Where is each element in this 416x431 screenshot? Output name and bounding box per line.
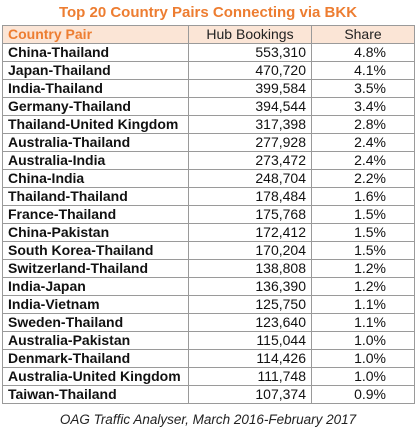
table-title: Top 20 Country Pairs Connecting via BKK [58, 4, 358, 21]
country-pair-cell: Australia-India [2, 151, 189, 170]
hub-bookings-cell: 277,928 [188, 133, 312, 152]
share-cell: 3.5% [311, 79, 415, 98]
share-cell: 1.0% [311, 367, 415, 386]
share-cell: 1.0% [311, 331, 415, 350]
hub-bookings-cell: 111,748 [188, 367, 312, 386]
hub-bookings-cell: 107,374 [188, 385, 312, 404]
hub-bookings-cell: 123,640 [188, 313, 312, 332]
country-pair-cell: India-Vietnam [2, 295, 189, 314]
table-row: China-India 248,704 2.2% [2, 169, 415, 188]
country-pair-cell: Australia-United Kingdom [2, 367, 189, 386]
share-cell: 1.0% [311, 349, 415, 368]
country-pair-cell: China-Thailand [2, 43, 189, 62]
hub-bookings-cell: 470,720 [188, 61, 312, 80]
table-row: Thailand-Thailand 178,484 1.6% [2, 187, 415, 206]
header-share: Share [311, 25, 415, 44]
country-pair-cell: China-India [2, 169, 189, 188]
table-row: China-Thailand 553,310 4.8% [2, 43, 415, 62]
hub-bookings-cell: 394,544 [188, 97, 312, 116]
hub-bookings-cell: 172,412 [188, 223, 312, 242]
country-pair-cell: France-Thailand [2, 205, 189, 224]
country-pair-cell: China-Pakistan [2, 223, 189, 242]
hub-bookings-cell: 178,484 [188, 187, 312, 206]
share-cell: 1.5% [311, 223, 415, 242]
country-pair-cell: Switzerland-Thailand [2, 259, 189, 278]
hub-bookings-cell: 125,750 [188, 295, 312, 314]
table-row: Sweden-Thailand 123,640 1.1% [2, 313, 415, 332]
country-pair-cell: India-Japan [2, 277, 189, 296]
hub-bookings-cell: 399,584 [188, 79, 312, 98]
table-row: India-Vietnam 125,750 1.1% [2, 295, 415, 314]
country-pair-cell: Japan-Thailand [2, 61, 189, 80]
share-cell: 2.4% [311, 133, 415, 152]
share-cell: 2.4% [311, 151, 415, 170]
share-cell: 3.4% [311, 97, 415, 116]
table-row: Denmark-Thailand 114,426 1.0% [2, 349, 415, 368]
table-row: France-Thailand 175,768 1.5% [2, 205, 415, 224]
country-pair-cell: Germany-Thailand [2, 97, 189, 116]
share-cell: 1.1% [311, 295, 415, 314]
table-row: Switzerland-Thailand 138,808 1.2% [2, 259, 415, 278]
table-row: India-Thailand 399,584 3.5% [2, 79, 415, 98]
share-cell: 1.5% [311, 205, 415, 224]
table-row: Australia-Pakistan 115,044 1.0% [2, 331, 415, 350]
country-pair-cell: Australia-Thailand [2, 133, 189, 152]
country-pair-cell: Taiwan-Thailand [2, 385, 189, 404]
header-hub-bookings: Hub Bookings [188, 25, 312, 44]
table-row: Taiwan-Thailand 107,374 0.9% [2, 385, 415, 404]
table-row: Australia-Thailand 277,928 2.4% [2, 133, 415, 152]
share-cell: 0.9% [311, 385, 415, 404]
country-pair-cell: India-Thailand [2, 79, 189, 98]
hub-bookings-cell: 138,808 [188, 259, 312, 278]
country-pair-cell: Australia-Pakistan [2, 331, 189, 350]
hub-bookings-cell: 136,390 [188, 277, 312, 296]
source-caption: OAG Traffic Analyser, March 2016-Februar… [59, 412, 357, 427]
country-pair-cell: Denmark-Thailand [2, 349, 189, 368]
share-cell: 1.1% [311, 313, 415, 332]
hub-bookings-cell: 553,310 [188, 43, 312, 62]
hub-bookings-cell: 114,426 [188, 349, 312, 368]
country-pair-cell: South Korea-Thailand [2, 241, 189, 260]
table-row: Germany-Thailand 394,544 3.4% [2, 97, 415, 116]
share-cell: 1.2% [311, 277, 415, 296]
country-pair-cell: Thailand-United Kingdom [2, 115, 189, 134]
table-row: Australia-India 273,472 2.4% [2, 151, 415, 170]
table-row: Japan-Thailand 470,720 4.1% [2, 61, 415, 80]
country-pair-cell: Sweden-Thailand [2, 313, 189, 332]
share-cell: 2.8% [311, 115, 415, 134]
share-cell: 1.5% [311, 241, 415, 260]
table-row: Thailand-United Kingdom 317,398 2.8% [2, 115, 415, 134]
hub-bookings-cell: 170,204 [188, 241, 312, 260]
hub-bookings-cell: 248,704 [188, 169, 312, 188]
country-pairs-table: Country Pair Hub Bookings Share China-Th… [2, 25, 415, 404]
country-pair-cell: Thailand-Thailand [2, 187, 189, 206]
share-cell: 1.2% [311, 259, 415, 278]
share-cell: 2.2% [311, 169, 415, 188]
hub-bookings-cell: 273,472 [188, 151, 312, 170]
hub-bookings-cell: 175,768 [188, 205, 312, 224]
header-row: Country Pair Hub Bookings Share [2, 25, 415, 44]
header-country-pair: Country Pair [2, 25, 189, 44]
table-row: South Korea-Thailand 170,204 1.5% [2, 241, 415, 260]
table-row: India-Japan 136,390 1.2% [2, 277, 415, 296]
table-row: Australia-United Kingdom 111,748 1.0% [2, 367, 415, 386]
share-cell: 4.1% [311, 61, 415, 80]
share-cell: 1.6% [311, 187, 415, 206]
hub-bookings-cell: 115,044 [188, 331, 312, 350]
table-row: China-Pakistan 172,412 1.5% [2, 223, 415, 242]
share-cell: 4.8% [311, 43, 415, 62]
hub-bookings-cell: 317,398 [188, 115, 312, 134]
